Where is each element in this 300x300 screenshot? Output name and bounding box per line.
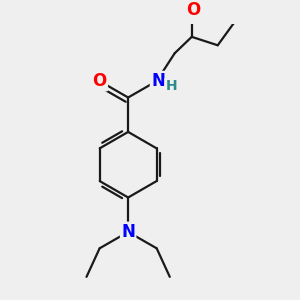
Text: O: O bbox=[186, 1, 200, 19]
Text: O: O bbox=[92, 72, 107, 90]
Text: N: N bbox=[151, 72, 165, 90]
Text: H: H bbox=[165, 79, 177, 93]
Text: N: N bbox=[121, 223, 135, 241]
